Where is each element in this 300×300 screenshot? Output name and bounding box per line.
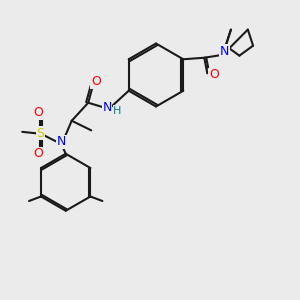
Text: S: S	[36, 127, 44, 140]
Text: N: N	[56, 135, 66, 148]
Text: O: O	[91, 75, 101, 88]
Text: O: O	[33, 106, 43, 119]
Text: N: N	[102, 101, 112, 114]
Text: O: O	[209, 68, 219, 81]
Text: N: N	[220, 45, 229, 58]
Text: O: O	[33, 147, 43, 160]
Text: H: H	[113, 106, 122, 116]
